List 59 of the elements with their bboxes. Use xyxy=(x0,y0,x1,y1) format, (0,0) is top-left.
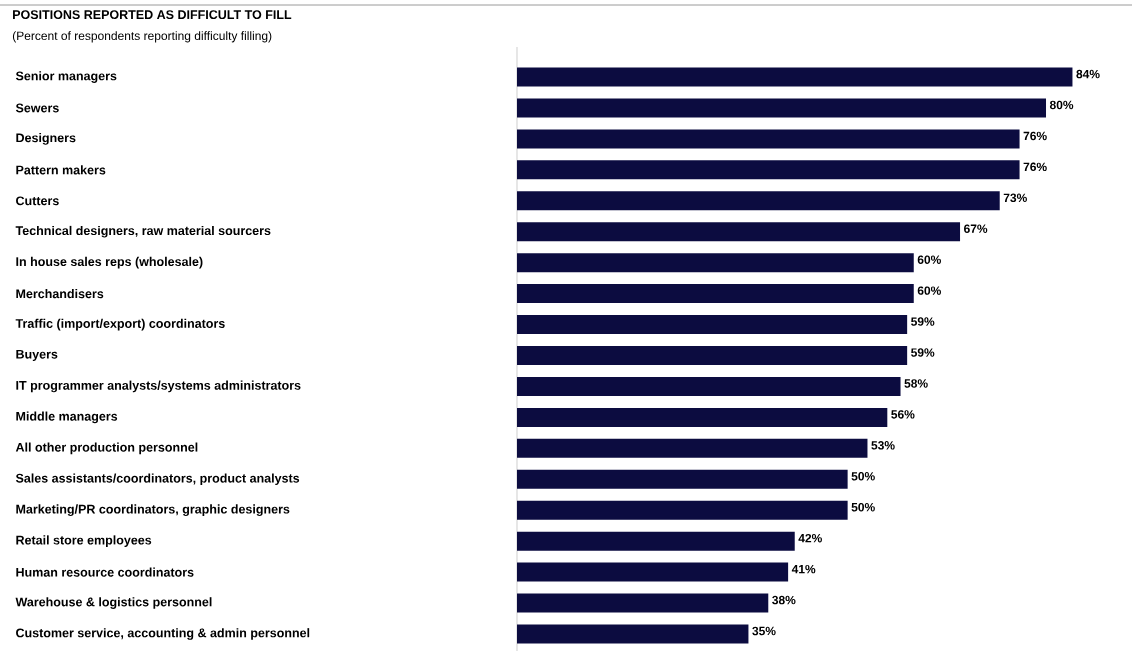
bar xyxy=(517,253,914,273)
y-tick-label: Technical designers, raw material sourcers xyxy=(15,225,271,238)
data-label: 56% xyxy=(891,410,915,419)
data-label: 59% xyxy=(911,317,935,326)
bar xyxy=(517,191,1000,211)
data-label: 42% xyxy=(798,533,822,543)
data-label: 60% xyxy=(917,255,941,264)
y-tick-label: All other production personnel xyxy=(15,442,198,455)
data-label: 41% xyxy=(791,564,816,574)
bar xyxy=(517,469,848,489)
y-tick-label: IT programmer analysts/systems administrators xyxy=(16,380,301,393)
y-tick-label: Marketing/PR coordinators, graphic designers xyxy=(16,504,290,517)
bar xyxy=(517,500,848,520)
y-tick-label: Pattern makers xyxy=(16,165,106,175)
bar xyxy=(517,129,1020,149)
bar xyxy=(517,98,1047,118)
bar xyxy=(517,222,961,242)
data-label: 38% xyxy=(772,595,796,605)
data-label: 60% xyxy=(917,286,941,295)
y-tick-label: Cutters xyxy=(16,196,59,206)
data-label: 76% xyxy=(1023,131,1047,141)
bar xyxy=(517,562,789,582)
bar xyxy=(517,593,769,613)
y-tick-label: Middle managers xyxy=(16,411,118,424)
data-label: 76% xyxy=(1023,162,1047,172)
y-tick-label: Merchandisers xyxy=(16,289,104,299)
bar xyxy=(517,376,901,396)
data-label: 58% xyxy=(904,379,928,388)
bar xyxy=(517,624,749,644)
y-tick-label: Senior managers xyxy=(15,71,117,83)
data-label: 35% xyxy=(752,626,776,636)
y-tick-label: Retail store employees xyxy=(16,535,152,547)
y-tick-label: Human resource coordinators xyxy=(16,567,194,577)
bar xyxy=(517,160,1020,180)
bar xyxy=(517,531,795,551)
bar xyxy=(517,346,908,366)
y-tick-label: Sales assistants/coordinators, product analysts xyxy=(15,473,300,486)
text: (Percent of respondents reporting difficulty filling) xyxy=(12,31,272,43)
data-label: 53% xyxy=(871,441,895,450)
y-tick-label: Customer service, accounting & admin personnel xyxy=(16,628,310,640)
data-label: 73% xyxy=(1003,193,1027,203)
bar xyxy=(517,284,914,304)
text: POSITIONS REPORTED AS DIFFICULT TO FILL xyxy=(13,10,292,20)
y-tick-label: Warehouse & logistics personnel xyxy=(15,597,212,609)
y-tick-label: Buyers xyxy=(16,349,58,362)
y-tick-label: In house sales reps (wholesale) xyxy=(16,256,203,269)
bar xyxy=(517,407,888,427)
data-label: 50% xyxy=(851,472,875,481)
data-label: 59% xyxy=(911,348,935,357)
data-label: 67% xyxy=(964,224,988,233)
data-label: 50% xyxy=(851,502,875,512)
y-tick-label: Designers xyxy=(16,133,76,145)
bar xyxy=(517,67,1073,87)
bar xyxy=(517,438,868,458)
data-label: 80% xyxy=(1049,100,1074,110)
y-tick-label: Sewers xyxy=(15,103,59,113)
y-tick-label: Traffic (import/export) coordinators xyxy=(15,318,225,331)
bar xyxy=(517,315,908,335)
data-label: 84% xyxy=(1076,69,1100,79)
